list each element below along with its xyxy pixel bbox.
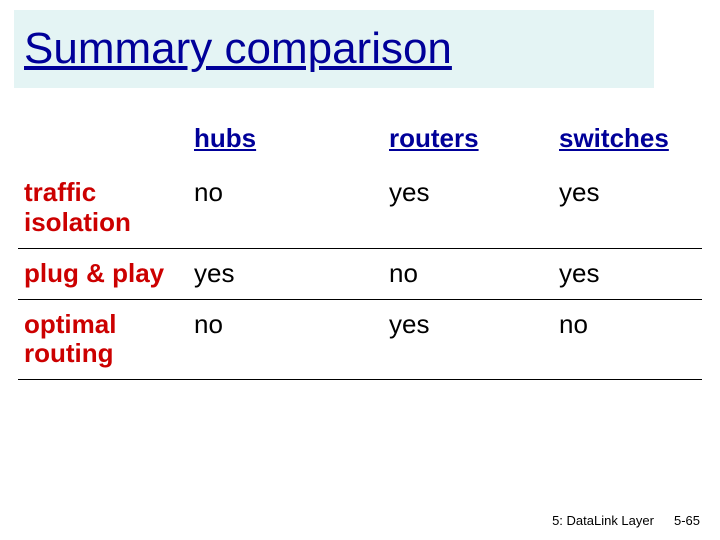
row-label: traffic isolation: [18, 168, 188, 248]
cell-value: no: [383, 248, 553, 299]
cell-value: yes: [553, 168, 702, 248]
table-header-row: hubs routers switches: [18, 120, 702, 168]
comparison-table-wrap: hubs routers switches traffic isolation …: [18, 120, 702, 380]
title-band: Summary comparison: [14, 10, 654, 88]
cell-value: yes: [383, 299, 553, 380]
row-label: plug & play: [18, 248, 188, 299]
table-row: plug & play yes no yes: [18, 248, 702, 299]
cell-value: yes: [553, 248, 702, 299]
header-hubs: hubs: [188, 120, 383, 168]
cell-value: no: [188, 168, 383, 248]
header-routers: routers: [383, 120, 553, 168]
header-switches: switches: [553, 120, 702, 168]
table-row: optimal routing no yes no: [18, 299, 702, 380]
header-blank: [18, 120, 188, 168]
footer-page: 5-65: [674, 513, 700, 528]
slide-footer: 5: DataLink Layer 5-65: [552, 513, 700, 528]
slide-title: Summary comparison: [24, 24, 452, 74]
comparison-table: hubs routers switches traffic isolation …: [18, 120, 702, 380]
table-row: traffic isolation no yes yes: [18, 168, 702, 248]
cell-value: yes: [188, 248, 383, 299]
cell-value: no: [188, 299, 383, 380]
row-label: optimal routing: [18, 299, 188, 380]
cell-value: no: [553, 299, 702, 380]
footer-chapter: 5: DataLink Layer: [552, 513, 654, 528]
cell-value: yes: [383, 168, 553, 248]
